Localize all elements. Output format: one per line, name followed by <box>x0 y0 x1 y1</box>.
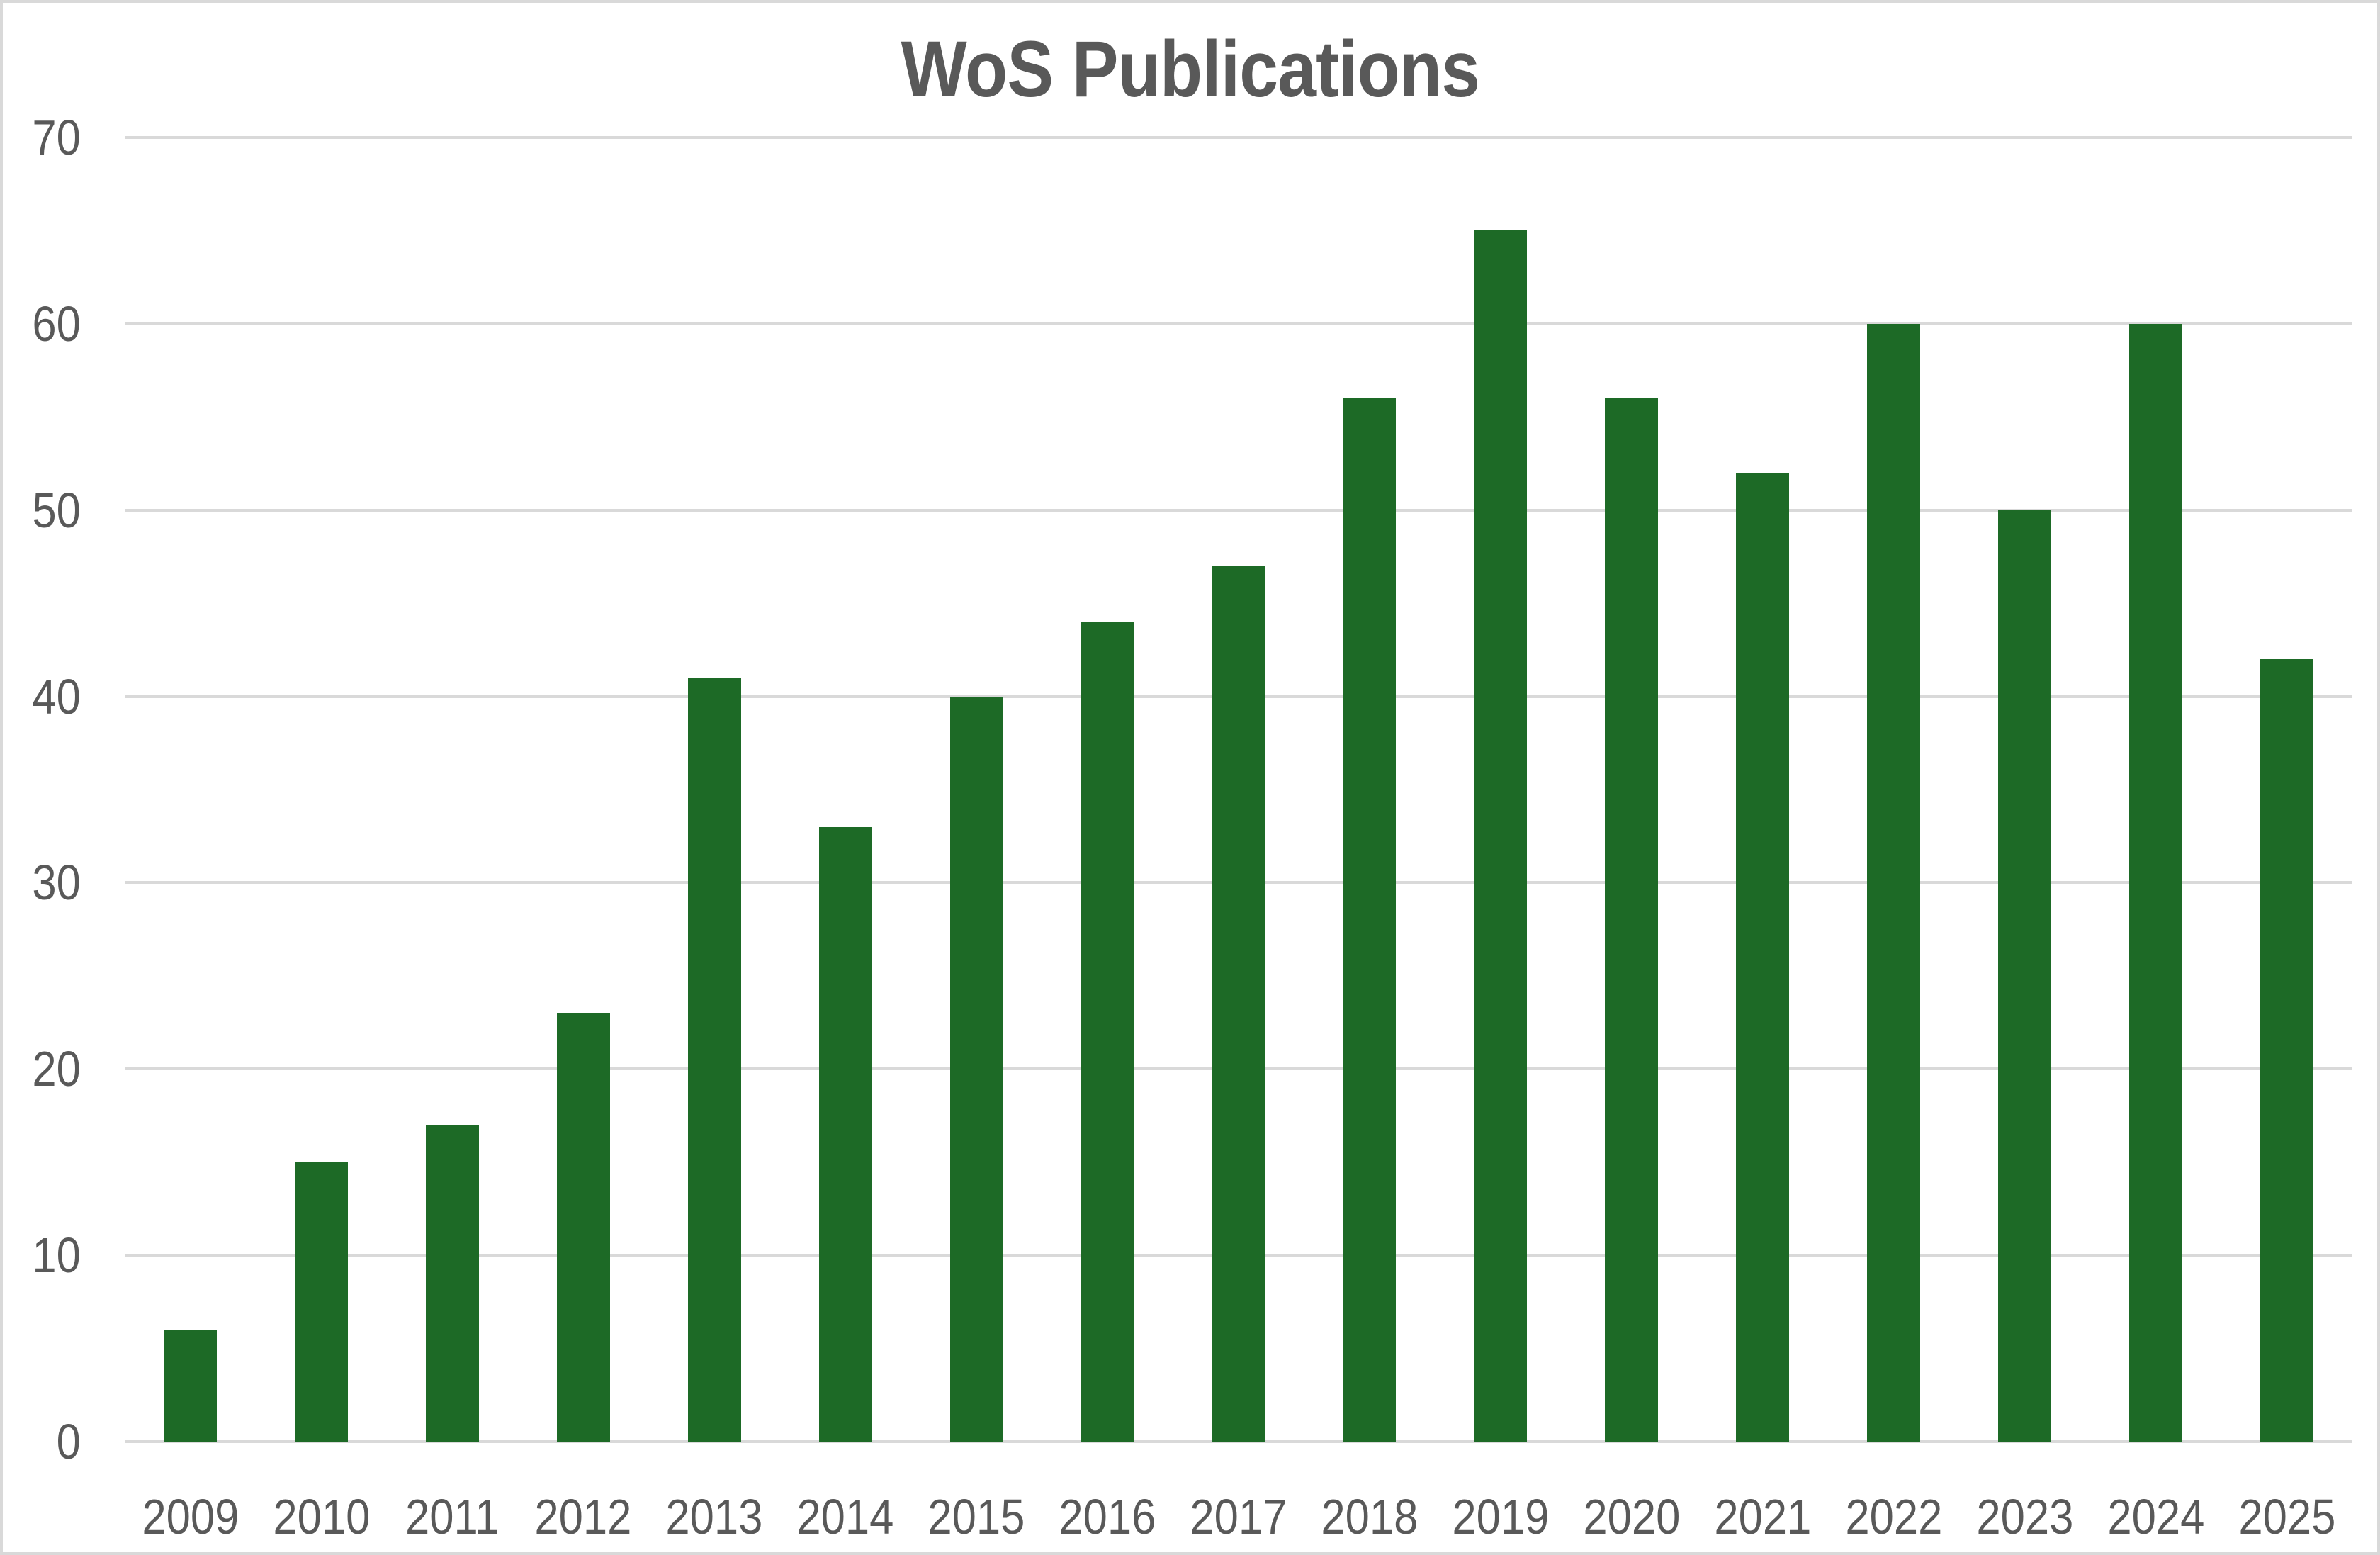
x-tick-label-2015: 2015 <box>911 1488 1042 1548</box>
y-tick-label-70: 70 <box>3 111 81 164</box>
bar-column-2011 <box>387 137 518 1442</box>
x-tick-text: 2019 <box>1452 1489 1550 1544</box>
bar-2024 <box>2129 323 2183 1442</box>
x-tick-label-2024: 2024 <box>2090 1488 2221 1548</box>
x-tick-label-2025: 2025 <box>2221 1488 2352 1548</box>
x-tick-label-2013: 2013 <box>649 1488 780 1548</box>
chart-title-text: WoS Publications <box>901 25 1479 113</box>
x-tick-label-2022: 2022 <box>1828 1488 1959 1548</box>
bar-column-2024 <box>2090 137 2221 1442</box>
y-tick-text: 20 <box>32 1041 81 1097</box>
bar-2014 <box>818 826 872 1442</box>
x-tick-label-2023: 2023 <box>1959 1488 2090 1548</box>
x-tick-label-2020: 2020 <box>1566 1488 1697 1548</box>
bar-column-2017 <box>1173 137 1304 1442</box>
bar-column-2020 <box>1566 137 1697 1442</box>
x-tick-text: 2012 <box>534 1489 632 1544</box>
x-tick-text: 2016 <box>1059 1489 1156 1544</box>
bar-column-2013 <box>649 137 780 1442</box>
y-tick-label-10: 10 <box>3 1228 81 1282</box>
y-tick-label-40: 40 <box>3 670 81 724</box>
x-tick-label-2021: 2021 <box>1697 1488 1828 1548</box>
bar-column-2014 <box>780 137 911 1442</box>
chart-title: WoS Publications <box>3 24 2377 116</box>
bar-2015 <box>949 696 1003 1442</box>
bar-column-2016 <box>1042 137 1173 1442</box>
gridline-50 <box>125 508 2352 512</box>
y-tick-label-20: 20 <box>3 1042 81 1096</box>
y-tick-label-0: 0 <box>3 1415 81 1469</box>
x-tick-text: 2021 <box>1714 1489 1812 1544</box>
bar-2016 <box>1081 622 1134 1442</box>
x-tick-text: 2013 <box>665 1489 763 1544</box>
x-tick-text: 2017 <box>1190 1489 1287 1544</box>
y-tick-text: 50 <box>32 482 81 538</box>
bar-column-2018 <box>1304 137 1435 1442</box>
x-tick-text: 2010 <box>272 1489 370 1544</box>
plot-area <box>125 136 2352 1443</box>
y-tick-text: 70 <box>32 110 81 165</box>
bar-2009 <box>163 1330 217 1442</box>
y-tick-label-60: 60 <box>3 297 81 351</box>
bar-2017 <box>1212 566 1265 1442</box>
x-tick-label-2016: 2016 <box>1042 1488 1173 1548</box>
bars-layer <box>125 137 2352 1442</box>
x-tick-label-2018: 2018 <box>1304 1488 1435 1548</box>
x-tick-text: 2023 <box>1976 1489 2074 1544</box>
x-tick-label-2010: 2010 <box>256 1488 387 1548</box>
y-tick-text: 0 <box>56 1414 81 1469</box>
x-tick-label-2009: 2009 <box>125 1488 256 1548</box>
x-tick-label-2017: 2017 <box>1173 1488 1304 1548</box>
x-tick-text: 2022 <box>1845 1489 1943 1544</box>
y-tick-text: 30 <box>32 855 81 911</box>
bar-2025 <box>2260 659 2313 1442</box>
bar-2010 <box>294 1162 348 1442</box>
x-tick-text: 2020 <box>1583 1489 1681 1544</box>
x-tick-label-2011: 2011 <box>387 1488 518 1548</box>
bar-2012 <box>556 1013 610 1442</box>
bar-2023 <box>1998 510 2052 1442</box>
x-tick-text: 2024 <box>2107 1489 2205 1544</box>
bar-2011 <box>425 1125 479 1442</box>
x-tick-text: 2009 <box>141 1489 239 1544</box>
bar-2022 <box>1867 323 1921 1442</box>
bar-column-2023 <box>1959 137 2090 1442</box>
y-axis: 0 10 20 30 40 50 60 70 <box>3 111 81 1469</box>
x-tick-text: 2011 <box>405 1489 500 1544</box>
bar-column-2021 <box>1697 137 1828 1442</box>
bar-column-2015 <box>911 137 1042 1442</box>
y-tick-text: 40 <box>32 668 81 724</box>
x-tick-label-2012: 2012 <box>518 1488 649 1548</box>
bar-2018 <box>1343 398 1397 1442</box>
bar-column-2025 <box>2221 137 2352 1442</box>
y-tick-label-30: 30 <box>3 855 81 909</box>
y-tick-text: 10 <box>32 1228 81 1284</box>
bar-2020 <box>1605 398 1659 1442</box>
x-tick-label-2019: 2019 <box>1435 1488 1566 1548</box>
x-tick-label-2014: 2014 <box>780 1488 911 1548</box>
bar-column-2019 <box>1435 137 1566 1442</box>
gridline-60 <box>125 322 2352 325</box>
y-tick-text: 60 <box>32 296 81 352</box>
bar-column-2012 <box>518 137 649 1442</box>
x-axis: 2009 2010 2011 2012 2013 2014 2015 2016 2017 2018… <box>125 1488 2352 1548</box>
gridline-70 <box>125 136 2352 139</box>
bar-2013 <box>687 678 741 1442</box>
x-tick-text: 2015 <box>927 1489 1025 1544</box>
x-tick-text: 2025 <box>2238 1489 2335 1544</box>
y-tick-label-50: 50 <box>3 483 81 537</box>
bar-column-2009 <box>125 137 256 1442</box>
bar-2019 <box>1474 230 1528 1442</box>
bar-column-2010 <box>256 137 387 1442</box>
bar-column-2022 <box>1828 137 1959 1442</box>
x-tick-text: 2018 <box>1321 1489 1419 1544</box>
bar-2021 <box>1736 473 1790 1442</box>
gridline-0 <box>125 1440 2352 1443</box>
x-tick-text: 2014 <box>796 1489 894 1544</box>
